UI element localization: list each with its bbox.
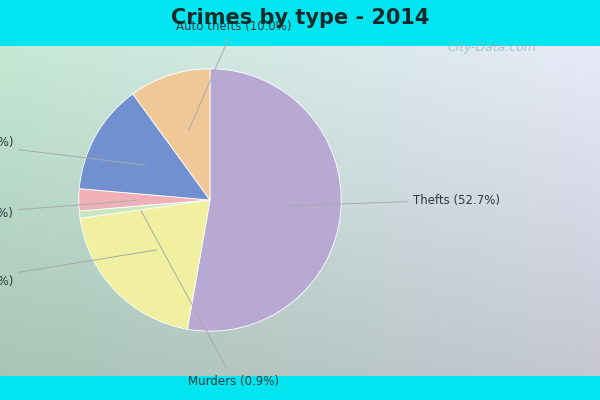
- Wedge shape: [80, 200, 210, 329]
- Text: Thefts (52.7%): Thefts (52.7%): [283, 194, 500, 206]
- Text: Murders (0.9%): Murders (0.9%): [141, 211, 279, 388]
- Text: Rapes (2.7%): Rapes (2.7%): [0, 200, 136, 220]
- Text: City-Data.com: City-Data.com: [448, 42, 536, 54]
- Text: Assaults (20.0%): Assaults (20.0%): [0, 250, 157, 288]
- Wedge shape: [79, 200, 210, 218]
- Text: Burglaries (13.6%): Burglaries (13.6%): [0, 136, 145, 165]
- Text: Auto thefts (10.0%): Auto thefts (10.0%): [176, 20, 292, 130]
- Wedge shape: [133, 69, 210, 200]
- Wedge shape: [79, 94, 210, 200]
- Text: Crimes by type - 2014: Crimes by type - 2014: [171, 8, 429, 28]
- Wedge shape: [79, 189, 210, 211]
- Wedge shape: [187, 69, 341, 331]
